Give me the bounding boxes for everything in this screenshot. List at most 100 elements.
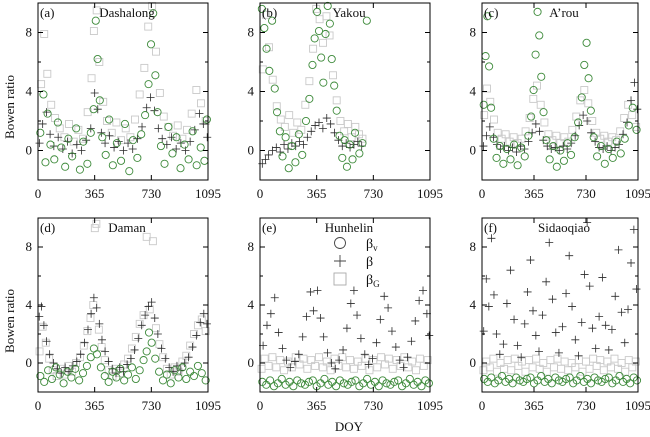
data-point-plus xyxy=(278,344,287,353)
data-point-circle xyxy=(57,143,66,152)
data-point-square xyxy=(197,315,206,324)
data-point-circle xyxy=(485,62,494,71)
data-point-plus xyxy=(574,351,583,360)
data-point-plus xyxy=(46,130,55,139)
data-point-plus xyxy=(326,119,335,128)
data-point-square xyxy=(557,364,566,373)
data-point-plus xyxy=(482,131,491,140)
data-point-circle xyxy=(127,363,136,372)
data-point-plus xyxy=(499,340,508,349)
data-point-plus xyxy=(372,338,381,347)
x-tick-label: 730 xyxy=(576,398,596,413)
data-point-square xyxy=(507,366,516,375)
data-point-plus xyxy=(35,139,44,148)
data-point-plus xyxy=(276,147,285,156)
data-point-square xyxy=(552,131,561,140)
data-point-plus xyxy=(199,309,208,318)
data-point-square xyxy=(272,363,281,372)
data-point-circle xyxy=(182,374,191,384)
data-point-circle xyxy=(351,376,360,385)
data-point-plus xyxy=(595,312,604,321)
data-point-plus xyxy=(294,350,303,359)
data-point-square xyxy=(268,353,277,362)
data-point-square xyxy=(293,118,302,127)
data-point-circle xyxy=(529,85,538,95)
x-tick-label: 730 xyxy=(576,186,596,201)
data-point-square xyxy=(75,353,84,362)
data-point-circle xyxy=(104,377,113,386)
data-point-plus xyxy=(539,136,548,145)
data-point-circle xyxy=(108,161,117,170)
data-point-circle xyxy=(355,149,364,158)
data-point-square xyxy=(528,363,537,372)
data-point-circle xyxy=(147,338,156,347)
data-point-plus xyxy=(384,303,393,312)
data-point-plus xyxy=(72,140,81,149)
data-point-circle xyxy=(604,373,613,382)
data-point-circle xyxy=(600,159,609,168)
data-point-plus xyxy=(61,363,70,372)
data-point-circle xyxy=(330,81,339,90)
data-point-plus xyxy=(133,134,142,143)
data-point-square xyxy=(43,69,52,78)
data-point-circle xyxy=(188,127,197,136)
data-point-square xyxy=(152,47,160,56)
data-point-square xyxy=(301,100,310,109)
data-point-square xyxy=(280,122,289,131)
data-point-plus xyxy=(134,334,143,343)
data-point-square xyxy=(624,356,633,365)
data-point-plus xyxy=(492,330,501,338)
data-point-circle xyxy=(374,382,383,391)
data-point-circle xyxy=(273,108,282,117)
data-point-square xyxy=(553,354,562,363)
data-point-circle xyxy=(71,364,80,373)
data-point-plus xyxy=(579,111,588,120)
data-point-plus xyxy=(314,118,323,127)
data-point-circle xyxy=(547,379,556,388)
data-point-plus xyxy=(349,286,358,295)
data-point-circle xyxy=(612,137,621,146)
data-point-plus xyxy=(158,134,167,143)
x-tick-label: 1095 xyxy=(417,186,443,201)
data-point-square xyxy=(585,364,594,373)
y-tick-label: 4 xyxy=(26,297,33,312)
data-point-square xyxy=(97,343,106,351)
data-point-square xyxy=(268,75,277,84)
data-point-circle xyxy=(189,371,199,381)
panel-title: Daman xyxy=(108,220,146,235)
data-point-circle xyxy=(565,373,574,382)
x-tick-label: 0 xyxy=(479,398,486,413)
data-point-square xyxy=(182,351,191,360)
data-point-circle xyxy=(308,376,317,385)
data-point-plus xyxy=(629,225,638,234)
data-point-plus xyxy=(272,143,281,152)
data-point-plus xyxy=(583,218,592,227)
data-point-circle xyxy=(294,130,303,139)
panel-title: Yakou xyxy=(332,5,366,20)
data-point-circle xyxy=(160,159,169,168)
data-point-circle xyxy=(72,124,81,133)
data-point-circle xyxy=(55,370,64,379)
data-point-square xyxy=(261,10,270,19)
data-point-plus xyxy=(316,314,325,323)
data-point-plus xyxy=(97,128,106,137)
data-point-square xyxy=(501,130,510,139)
data-point-square xyxy=(303,364,312,373)
data-point-plus xyxy=(303,133,312,142)
data-point-circle xyxy=(153,108,162,117)
data-point-circle xyxy=(596,142,606,151)
panel-title: Sidaoqiao xyxy=(538,220,590,235)
data-point-circle xyxy=(314,26,324,36)
data-point-plus xyxy=(110,143,119,152)
y-tick-label: 0 xyxy=(26,143,33,158)
data-point-plus xyxy=(196,318,205,327)
data-point-circle xyxy=(487,373,496,382)
data-point-circle xyxy=(317,53,326,62)
data-point-plus xyxy=(39,321,48,330)
data-point-circle xyxy=(120,119,129,128)
data-point-plus xyxy=(302,312,311,321)
data-point-circle xyxy=(50,155,59,164)
y-tick-label: 4 xyxy=(470,84,477,99)
data-point-circle xyxy=(172,133,181,142)
data-point-square xyxy=(415,354,424,363)
